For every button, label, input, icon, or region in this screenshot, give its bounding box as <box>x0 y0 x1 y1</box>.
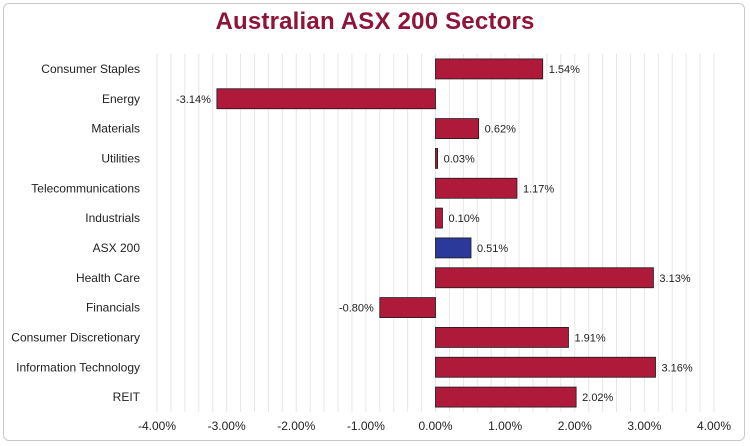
bar-energy <box>216 88 436 110</box>
category-label: Materials <box>91 122 140 136</box>
data-label: -0.80% <box>339 303 374 315</box>
bar-asx-200 <box>435 237 472 259</box>
data-label: 3.13% <box>659 273 690 285</box>
x-tick-label: -2.00% <box>277 419 315 433</box>
category-label: Telecommunications <box>31 181 140 195</box>
bar-industrials <box>435 207 443 229</box>
x-tick-label: -3.00% <box>208 419 246 433</box>
x-tick-label: 3.00% <box>627 419 661 433</box>
data-label: 1.91% <box>574 332 605 344</box>
x-tick-label: 0.00% <box>418 419 452 433</box>
category-label: Consumer Staples <box>41 62 140 76</box>
category-label: Health Care <box>76 271 140 285</box>
data-label: 0.62% <box>485 124 516 136</box>
bar-financials <box>379 297 436 318</box>
data-label: 0.51% <box>477 243 508 255</box>
bar-consumer-staples <box>435 58 544 80</box>
data-label: 1.17% <box>523 183 554 195</box>
data-label: 3.16% <box>662 362 693 374</box>
data-labels: 1.54% -3.14% 0.62% 0.03% 1.17% 0.10% 0.51% 3.13… <box>176 64 693 404</box>
x-tick-label: -4.00% <box>138 419 176 433</box>
category-label: REIT <box>113 390 141 404</box>
chart-title: Australian ASX 200 Sectors <box>215 8 535 35</box>
x-tick-label: 4.00% <box>697 419 731 433</box>
data-label: 0.10% <box>448 213 479 225</box>
category-labels: Consumer Staples Energy Materials Utilities… <box>11 62 140 404</box>
x-tick-labels: -4.00% -3.00% -2.00% -1.00% 0.00% 1.00% 2.00% 3… <box>138 419 731 433</box>
bar-information-technology <box>435 356 656 378</box>
category-label: Financials <box>86 301 140 315</box>
category-label: Consumer Discretionary <box>11 330 140 344</box>
bar-health-care <box>435 267 654 289</box>
bar-materials <box>435 118 480 139</box>
grid-lines <box>156 54 715 412</box>
category-label: Information Technology <box>16 360 140 374</box>
category-label: Industrials <box>85 211 140 225</box>
bars <box>216 58 656 408</box>
bar-consumer-discretionary <box>435 327 569 348</box>
x-tick-label: -1.00% <box>347 419 385 433</box>
category-label: ASX 200 <box>93 241 141 255</box>
category-label: Utilities <box>101 151 140 165</box>
x-tick-label: 1.00% <box>488 419 522 433</box>
data-label: 1.54% <box>549 64 580 76</box>
x-tick-label: 2.00% <box>558 419 592 433</box>
data-label: 0.03% <box>444 153 475 165</box>
bar-telecommunications <box>435 177 518 199</box>
data-label: -3.14% <box>176 94 211 106</box>
category-label: Energy <box>102 92 140 106</box>
bar-reit <box>435 386 577 408</box>
data-label: 2.02% <box>582 392 613 404</box>
bar-utilities <box>435 148 438 169</box>
